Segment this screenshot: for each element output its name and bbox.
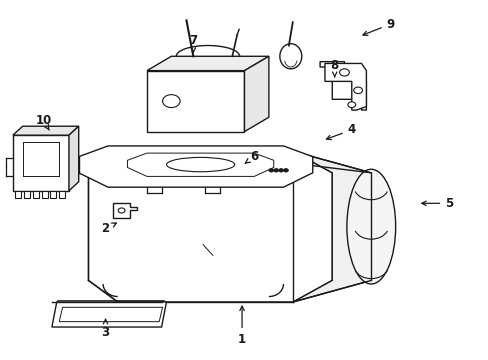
Polygon shape [147, 56, 268, 71]
Polygon shape [15, 191, 21, 198]
Polygon shape [113, 203, 137, 218]
Text: 5: 5 [421, 197, 452, 210]
Polygon shape [88, 151, 331, 302]
Text: 8: 8 [330, 59, 338, 77]
Polygon shape [127, 153, 273, 176]
Polygon shape [325, 63, 366, 110]
Polygon shape [320, 62, 366, 110]
Circle shape [162, 95, 180, 108]
Text: 1: 1 [238, 306, 245, 346]
Text: 3: 3 [102, 319, 109, 339]
Polygon shape [293, 151, 370, 302]
Polygon shape [59, 191, 65, 198]
Circle shape [118, 208, 125, 213]
Circle shape [283, 168, 288, 172]
Text: 9: 9 [362, 18, 394, 35]
Text: 4: 4 [326, 123, 355, 140]
Polygon shape [24, 191, 30, 198]
Polygon shape [52, 302, 166, 327]
Polygon shape [147, 71, 244, 132]
Polygon shape [79, 146, 312, 187]
Circle shape [268, 168, 273, 172]
Text: 2: 2 [102, 222, 116, 235]
Polygon shape [13, 126, 79, 135]
Ellipse shape [346, 169, 395, 284]
Polygon shape [41, 191, 47, 198]
Circle shape [339, 69, 348, 76]
Polygon shape [13, 135, 69, 191]
Polygon shape [69, 126, 79, 191]
Polygon shape [244, 56, 268, 132]
Ellipse shape [279, 44, 301, 69]
Text: 10: 10 [36, 114, 52, 130]
Text: 7: 7 [189, 33, 197, 53]
Circle shape [353, 87, 362, 94]
Circle shape [273, 168, 278, 172]
Circle shape [347, 102, 355, 108]
Polygon shape [50, 191, 56, 198]
Circle shape [278, 168, 283, 172]
Text: 6: 6 [244, 150, 258, 163]
Ellipse shape [166, 157, 234, 172]
Polygon shape [33, 191, 39, 198]
